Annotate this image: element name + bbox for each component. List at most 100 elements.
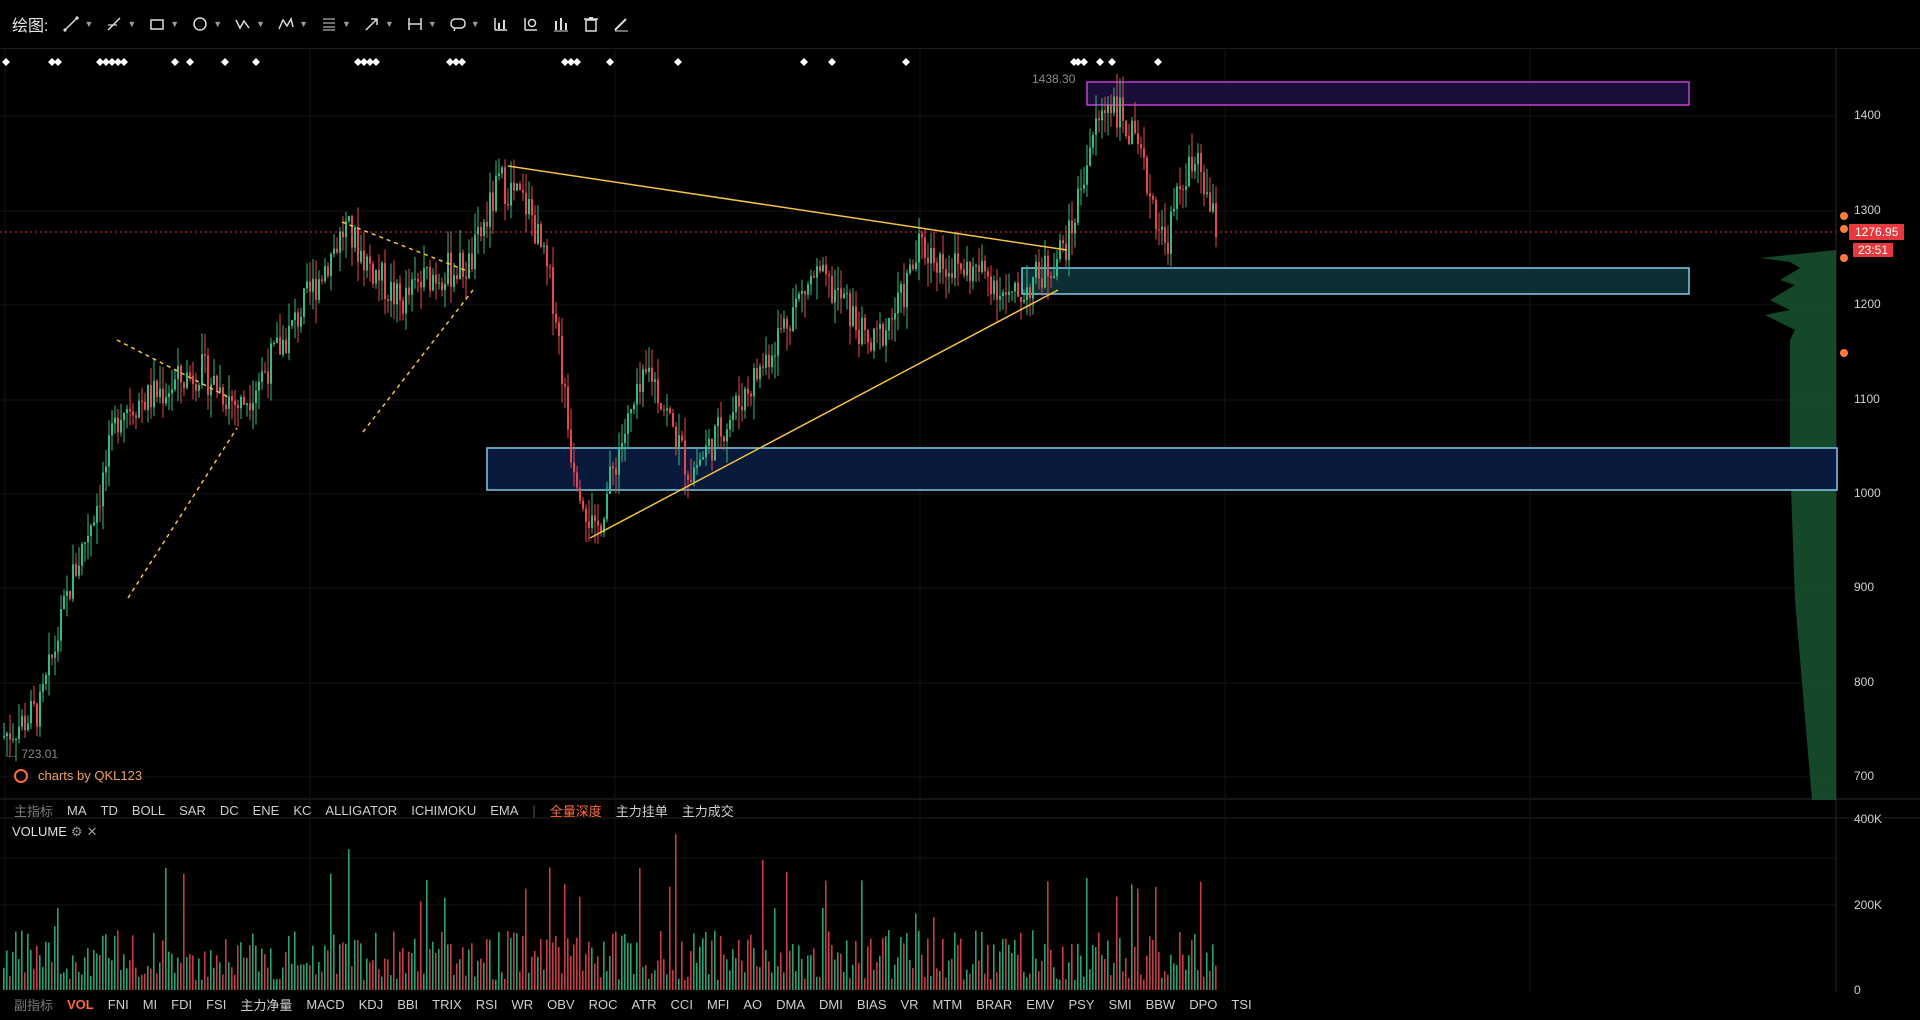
indicator-button[interactable] — [492, 15, 510, 33]
candlestick-chart[interactable] — [0, 48, 1920, 1020]
event-marker — [48, 58, 56, 66]
sub-indicator-vr[interactable]: VR — [900, 996, 919, 1012]
candle-body — [747, 388, 749, 394]
volume-bar — [294, 931, 296, 990]
volume-bar — [672, 969, 674, 990]
sub-indicator-bias[interactable]: BIAS — [856, 996, 887, 1012]
candle-body — [492, 192, 494, 211]
volume-bar — [1077, 943, 1079, 990]
sub-indicator-mi[interactable]: MI — [142, 996, 158, 1012]
sub-indicator-fni[interactable]: FNI — [107, 996, 129, 1012]
volume-bar — [132, 935, 134, 990]
sub-indicator-ao[interactable]: AO — [743, 996, 763, 1012]
settings-gear-icon[interactable]: ⚙ — [70, 824, 83, 839]
candle-body — [867, 330, 869, 343]
fib-tool[interactable]: ▼ — [320, 15, 351, 33]
candle-body — [837, 288, 839, 291]
candle-body — [1179, 186, 1181, 190]
volume-bar — [1017, 954, 1019, 990]
sub-indicator-fdi[interactable]: FDI — [171, 996, 193, 1012]
sub-indicator-obv[interactable]: OBV — [547, 996, 575, 1012]
sub-indicator-bbi[interactable]: BBI — [397, 996, 419, 1012]
bar-chart-button[interactable] — [552, 15, 570, 33]
sub-indicator-roc[interactable]: ROC — [588, 996, 618, 1012]
indicator-sar[interactable]: SAR — [179, 802, 206, 818]
indicator-td[interactable]: TD — [100, 802, 118, 818]
volume-bar — [33, 968, 35, 990]
candle-body — [522, 190, 524, 193]
draw-pen-button[interactable] — [612, 15, 630, 33]
candle-body — [330, 253, 332, 277]
sub-indicator-bbw[interactable]: BBW — [1145, 996, 1176, 1012]
indicator-main-orders[interactable]: 主力挂单 — [615, 803, 668, 819]
volume-bar — [486, 939, 488, 990]
arrow-tool[interactable]: ▼ — [363, 15, 394, 33]
measure-tool[interactable]: ▼ — [406, 15, 437, 33]
sub-indicator-emv[interactable]: EMV — [1026, 996, 1055, 1012]
volume-bar — [174, 972, 176, 990]
sub-indicator-mfi[interactable]: MFI — [706, 996, 730, 1012]
sub-indicator-cci[interactable]: CCI — [670, 996, 693, 1012]
indicator-dc[interactable]: DC — [219, 802, 239, 818]
volume-bar — [57, 908, 59, 990]
candle-body — [93, 522, 95, 526]
sub-indicator-vol[interactable]: VOL — [67, 996, 94, 1012]
volume-bar — [618, 979, 620, 990]
volume-bar — [906, 933, 908, 990]
sub-indicator-trix[interactable]: TRIX — [432, 996, 462, 1012]
wave-tool[interactable]: ▼ — [234, 15, 265, 33]
ray-tool[interactable]: ▼ — [105, 15, 136, 33]
indicator-alligator[interactable]: ALLIGATOR — [325, 802, 398, 818]
indicator-full-depth[interactable]: 全量深度 — [549, 803, 602, 819]
chart-settings-button[interactable] — [522, 15, 540, 33]
sub-indicator-rsi[interactable]: RSI — [475, 996, 498, 1012]
candle-body — [225, 404, 227, 409]
volume-bar — [426, 880, 428, 990]
delete-drawings-button[interactable] — [582, 15, 600, 33]
sub-indicator-wr[interactable]: WR — [511, 996, 534, 1012]
close-icon[interactable]: ✕ — [86, 824, 98, 839]
sub-indicator-mtm[interactable]: MTM — [932, 996, 963, 1012]
sub-indicator-atr[interactable]: ATR — [631, 996, 657, 1012]
sub-indicator-tsi[interactable]: TSI — [1231, 996, 1252, 1012]
sub-indicator-kdj[interactable]: KDJ — [358, 996, 384, 1012]
indicator-ichimoku[interactable]: ICHIMOKU — [411, 802, 477, 818]
sub-indicator-psy[interactable]: PSY — [1068, 996, 1095, 1012]
circle-tool[interactable]: ▼ — [191, 15, 222, 33]
volume-bar — [363, 979, 365, 990]
volume-bar — [804, 978, 806, 990]
volume-bar — [300, 964, 302, 990]
candle-body — [1119, 97, 1121, 128]
volume-bar — [576, 937, 578, 990]
sub-indicator-fsi[interactable]: FSI — [206, 996, 227, 1012]
sub-indicator-brar[interactable]: BRAR — [976, 996, 1013, 1012]
candle-body — [945, 269, 947, 277]
indicator-ma[interactable]: MA — [67, 802, 87, 818]
indicator-ene[interactable]: ENE — [252, 802, 280, 818]
candle-body — [276, 337, 278, 343]
comment-tool[interactable]: ▼ — [449, 15, 480, 33]
rect-tool[interactable]: ▼ — [148, 15, 179, 33]
sub-indicator-main-net[interactable]: 主力净量 — [240, 997, 293, 1013]
candle-body — [1203, 172, 1205, 195]
volume-bar — [810, 954, 812, 990]
sub-indicator-dmi[interactable]: DMI — [819, 996, 843, 1012]
sub-indicator-dpo[interactable]: DPO — [1189, 996, 1218, 1012]
volume-bar — [453, 974, 455, 990]
sub-indicator-smi[interactable]: SMI — [1108, 996, 1132, 1012]
indicator-ema[interactable]: EMA — [490, 802, 519, 818]
sub-indicator-macd[interactable]: MACD — [306, 996, 345, 1012]
candle-body — [351, 215, 353, 248]
indicator-main-trades[interactable]: 主力成交 — [681, 803, 734, 819]
indicator-kc[interactable]: KC — [293, 802, 312, 818]
volume-bar — [222, 974, 224, 990]
price-axis-label: 1400 — [1854, 108, 1881, 122]
sub-indicator-dma[interactable]: DMA — [776, 996, 806, 1012]
volume-bar — [87, 948, 89, 990]
line-tool[interactable]: ▼ — [62, 15, 93, 33]
candle-body — [948, 273, 950, 277]
indicator-boll[interactable]: BOLL — [131, 802, 166, 818]
volume-bar — [1044, 944, 1046, 990]
volume-bar — [1008, 944, 1010, 990]
pattern-tool[interactable]: ▼ — [277, 15, 308, 33]
